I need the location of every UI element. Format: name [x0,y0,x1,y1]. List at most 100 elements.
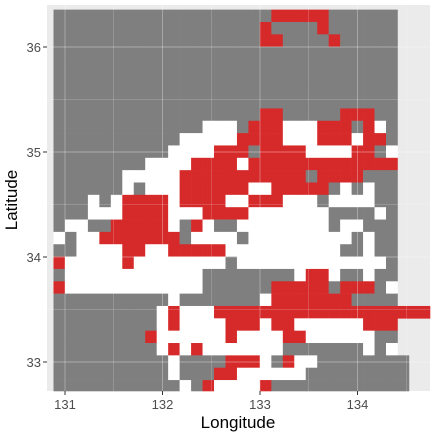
highlight-cell [328,133,341,146]
highlight-cell [236,182,249,196]
sea-cell [317,355,329,369]
sea-cell [202,21,215,35]
sea-cell [168,120,180,134]
land-cell [202,256,215,270]
land-cell [225,194,238,208]
highlight-cell [145,194,157,208]
land-cell [248,256,261,270]
highlight-cell [53,281,66,294]
land-cell [145,256,157,270]
highlight-cell [374,133,387,146]
land-cell [225,133,238,146]
sea-cell [156,380,169,392]
sea-cell [214,83,226,97]
sea-cell [317,83,329,97]
sea-cell [282,268,295,282]
sea-cell [53,9,66,23]
sea-cell [374,145,387,159]
sea-cell [110,46,123,60]
highlight-cell [317,170,329,183]
sea-cell [87,170,100,183]
land-cell [179,330,192,344]
land-cell [156,268,169,282]
sea-cell [386,380,398,392]
sea-cell [122,343,135,356]
sea-cell [76,59,89,72]
sea-cell [340,244,352,257]
highlight-cell [99,231,112,245]
land-cell [374,207,387,220]
land-cell [351,330,364,344]
land-cell [305,207,318,220]
sea-cell [179,46,192,60]
sea-cell [53,96,66,109]
sea-cell [179,59,192,72]
highlight-cell [202,244,215,257]
highlight-cell [271,145,284,159]
sea-cell [156,71,169,85]
land-cell [76,281,89,294]
sea-cell [145,343,157,356]
sea-cell [363,367,375,381]
highlight-cell [271,281,284,294]
highlight-cell [259,380,272,392]
sea-cell [145,120,157,134]
sea-cell [374,367,387,381]
sea-cell [122,133,135,146]
sea-cell [351,207,364,220]
sea-cell [53,182,66,196]
sea-cell [363,293,375,307]
y-axis-title: Latitude [2,170,21,231]
sea-cell [374,231,387,245]
highlight-cell [271,194,284,208]
land-cell [294,120,307,134]
sea-cell [397,367,410,381]
land-cell [317,145,329,159]
sea-cell [305,367,318,381]
sea-cell [145,133,157,146]
highlight-cell [271,9,284,23]
y-tick-label: 35 [27,145,41,160]
highlight-cell [282,330,295,344]
sea-cell [191,59,203,72]
land-cell [133,256,146,270]
highlight-cell [282,305,295,319]
sea-cell [64,96,77,109]
highlight-cell [271,108,284,122]
sea-cell [145,96,157,109]
sea-cell [363,46,375,60]
land-cell [363,182,375,196]
land-cell [191,330,203,344]
land-cell [191,207,203,220]
sea-cell [168,71,180,85]
land-cell [351,133,364,146]
sea-cell [87,59,100,72]
sea-cell [53,194,66,208]
land-cell [340,330,352,344]
sea-cell [340,21,352,35]
land-cell [294,194,307,208]
sea-cell [76,170,89,183]
sea-cell [248,9,261,23]
sea-cell [363,9,375,23]
sea-cell [191,83,203,97]
land-cell [156,157,169,171]
highlight-cell [202,170,215,183]
land-cell [294,256,307,270]
sea-cell [76,9,89,23]
land-cell [259,355,272,369]
sea-cell [64,9,77,23]
sea-cell [191,21,203,35]
sea-cell [294,380,307,392]
sea-cell [191,293,203,307]
land-cell [156,256,169,270]
sea-cell [99,305,112,319]
land-cell [214,343,226,356]
sea-cell [259,96,272,109]
land-cell [363,330,375,344]
highlight-cell [248,133,261,146]
sea-cell [64,170,77,183]
highlight-cell [317,120,329,134]
sea-cell [110,21,123,35]
